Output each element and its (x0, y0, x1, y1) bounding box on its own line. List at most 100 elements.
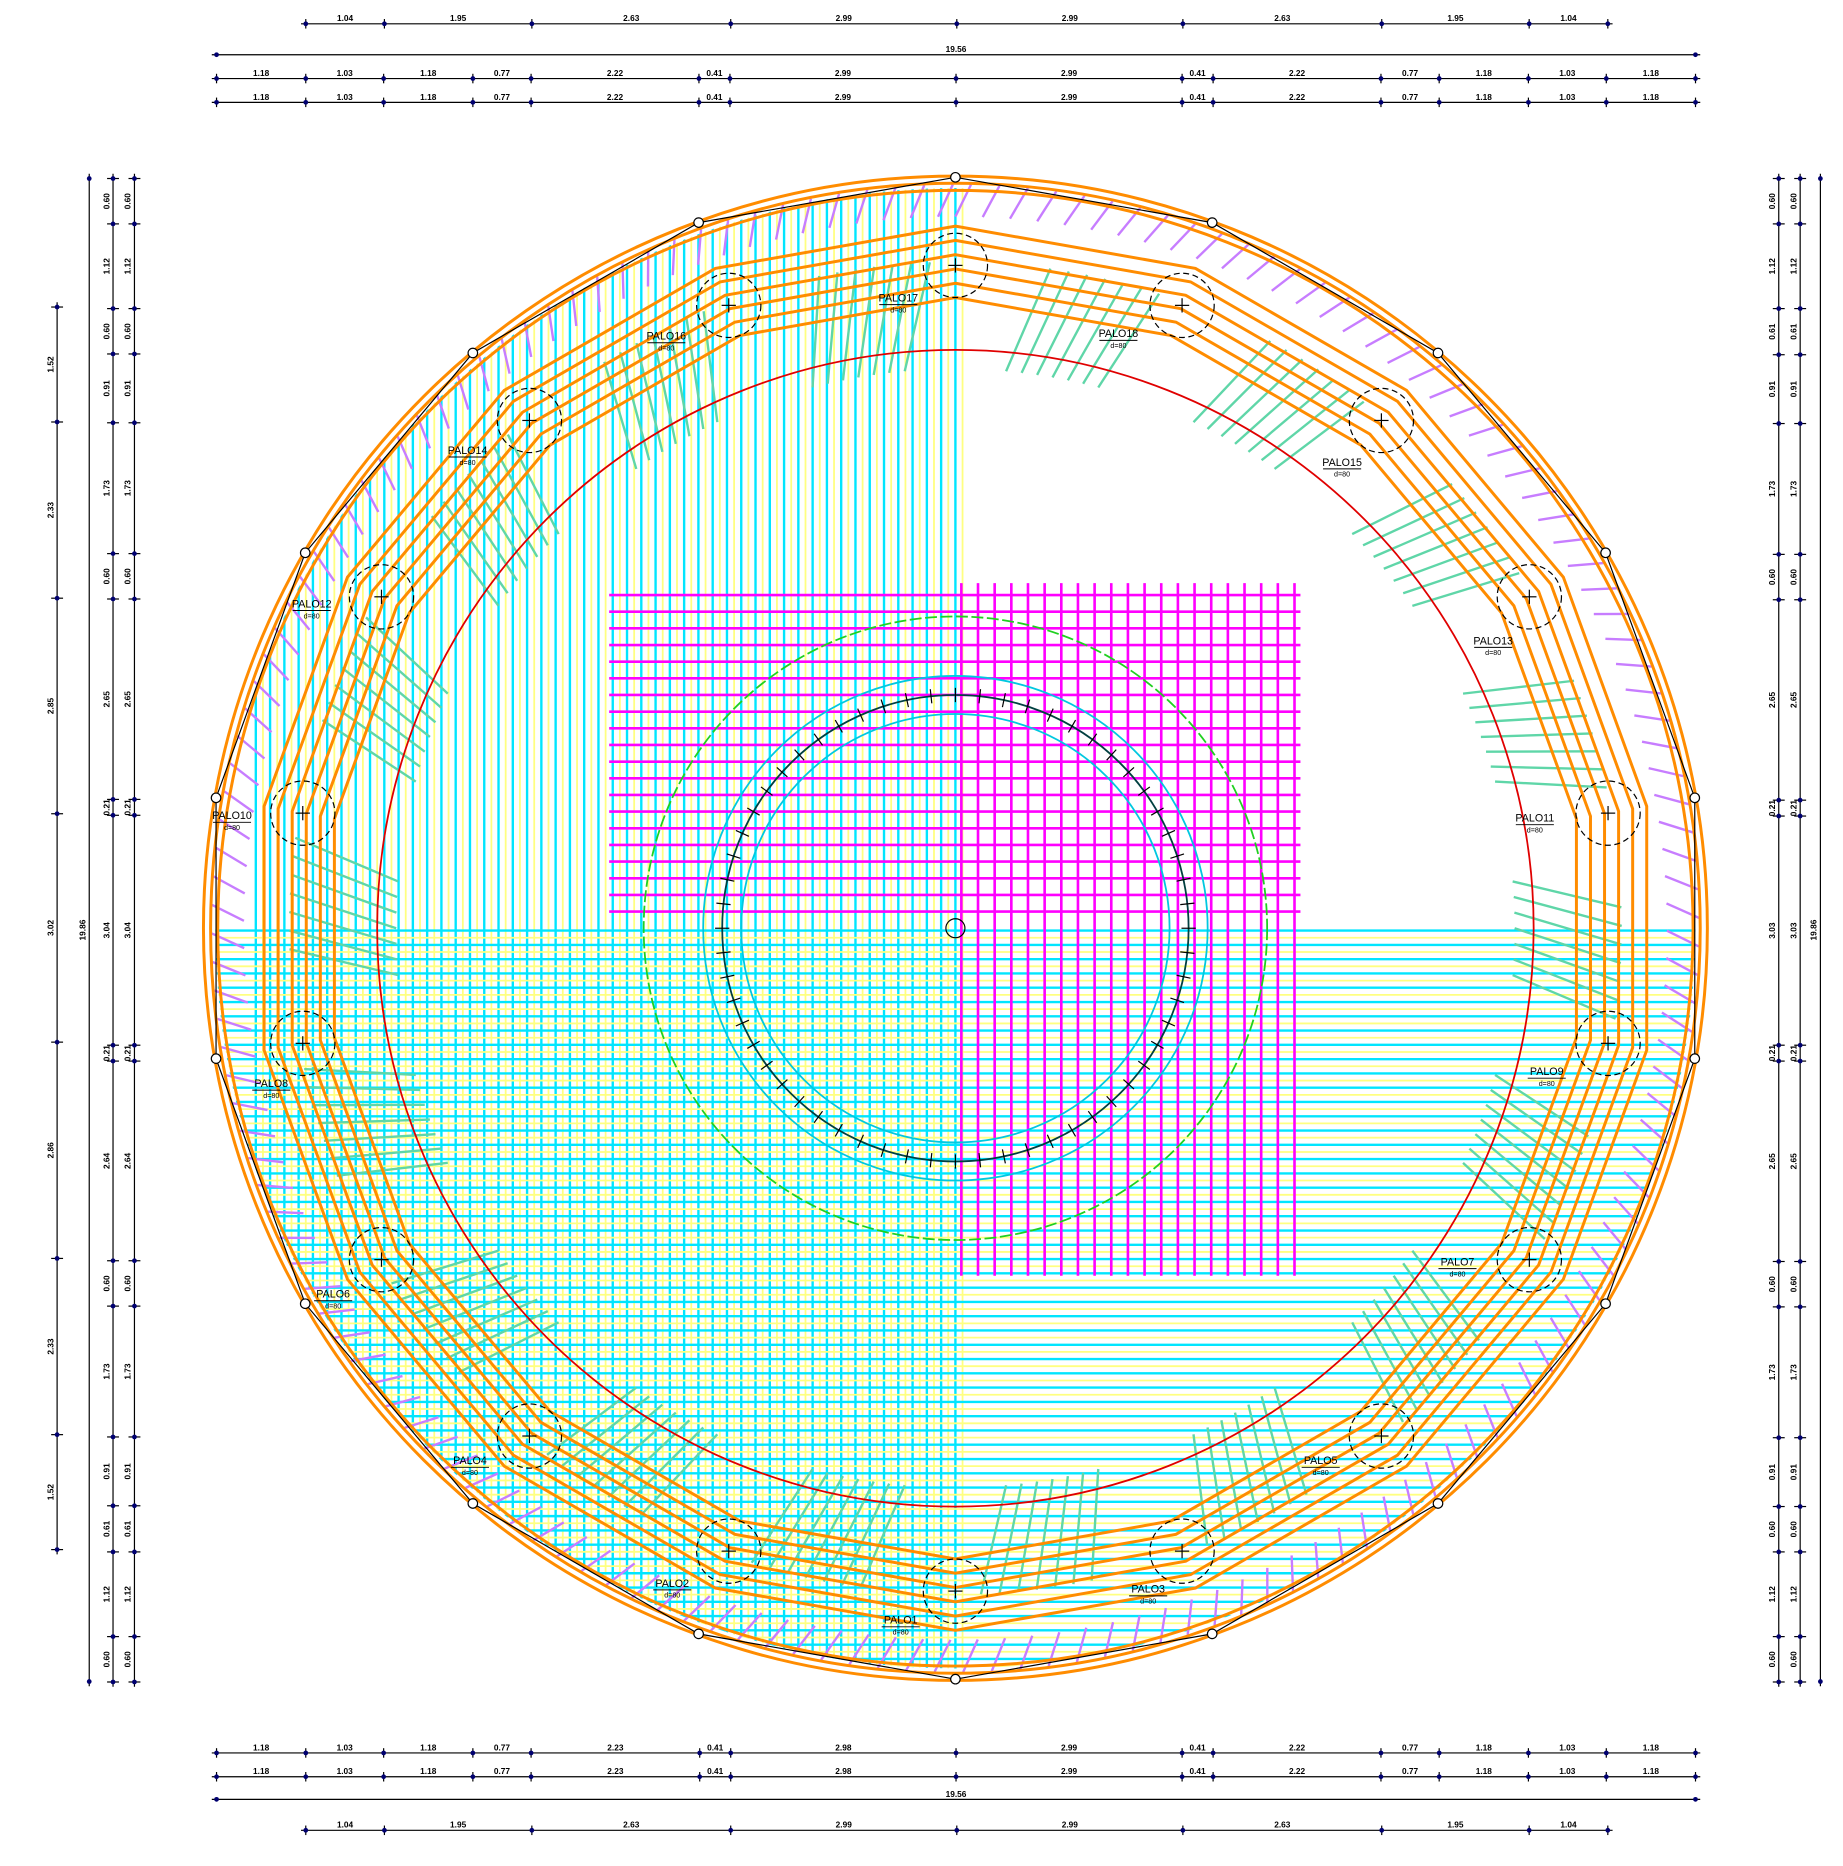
core-tick (1161, 829, 1176, 837)
dim-label: 0.41 (706, 68, 723, 78)
dim-dot (727, 76, 733, 81)
core-tick (1170, 997, 1185, 1004)
dim-label: 2.99 (1061, 1766, 1078, 1776)
dim-dot (1379, 21, 1385, 27)
dim-dot (1776, 1259, 1782, 1264)
dim-label: 1.12 (1767, 1586, 1777, 1603)
core-tick (1150, 807, 1164, 816)
pile (1496, 1226, 1563, 1293)
pile (496, 387, 563, 454)
dim-dot (529, 1827, 535, 1833)
core-tick (760, 786, 773, 796)
dim-dot (132, 176, 137, 181)
core-tick (1106, 749, 1117, 761)
dim-dot (470, 1750, 476, 1756)
dim-label: 2.86 (45, 1142, 55, 1159)
dim-label: 0.91 (123, 380, 133, 397)
pile-note: d=80 (263, 1092, 279, 1100)
dim-label: 1.18 (1476, 68, 1493, 78)
dim-label: 2.23 (607, 1766, 624, 1776)
pile-label: PALO8 (254, 1078, 288, 1090)
dim-label: 0.60 (1788, 193, 1798, 210)
pile (696, 272, 762, 339)
radial-bar (1468, 1147, 1555, 1224)
dim-label: 2.65 (1788, 1153, 1798, 1170)
dim-dot (54, 1039, 60, 1045)
dim-dot (1776, 1634, 1782, 1639)
dim-dot (1436, 99, 1442, 105)
dim-label: 2.65 (1788, 691, 1798, 708)
dim-dot (110, 1258, 116, 1264)
pile-note: d=80 (304, 612, 320, 620)
dim-dot (132, 1258, 137, 1264)
dim-dot (110, 797, 116, 802)
dim-dot (381, 1774, 387, 1780)
core-tick (726, 997, 741, 1004)
radial-bar (1513, 958, 1619, 1002)
dim-dot (1693, 52, 1698, 58)
dim-dot (528, 1750, 534, 1756)
cyan-circle (702, 675, 1209, 1182)
dim-label: 2.65 (1767, 1153, 1777, 1170)
dim-label: 2.65 (1767, 691, 1777, 708)
dim-dot (54, 1256, 60, 1261)
pile-label: PALO10 (212, 810, 252, 822)
dim-label: 0.41 (707, 1742, 724, 1752)
pile-label: PALO18 (1099, 328, 1139, 340)
dim-label: 1.95 (450, 13, 467, 23)
vertex-marker (1206, 217, 1218, 228)
pile-note: d=80 (224, 824, 240, 832)
dim-label: 2.22 (1289, 92, 1306, 102)
dim-label: 0.21 (1788, 800, 1798, 817)
dim-dot (132, 1549, 137, 1555)
pile-note: d=80 (1140, 1598, 1156, 1606)
vertex-marker (467, 1498, 479, 1509)
pile (1348, 1403, 1415, 1469)
dim-label: 1.73 (1788, 1364, 1798, 1381)
core-tick (978, 1153, 982, 1168)
dim-dot (1179, 76, 1185, 81)
radial-bar (1512, 973, 1616, 1020)
dim-label: 0.21 (1788, 1045, 1798, 1062)
dim-label: 19.56 (946, 1789, 967, 1799)
dim-dot (110, 1679, 116, 1685)
dim-label: 2.22 (1289, 1742, 1306, 1752)
dim-label: 0.41 (1190, 68, 1207, 78)
pile (1496, 564, 1563, 630)
dim-dot (528, 1774, 534, 1780)
dim-label: 0.77 (494, 92, 511, 102)
dim-dot (1210, 1750, 1216, 1756)
core-tick (746, 1040, 760, 1049)
dim-dot (1776, 1058, 1782, 1064)
radial-bar (1220, 1420, 1243, 1531)
dim-label: 2.99 (836, 1820, 853, 1830)
dim-dot (1526, 76, 1531, 81)
ring-bar (276, 238, 1635, 1618)
dim-label: 1.04 (1560, 13, 1577, 23)
dim-dot (1797, 1549, 1803, 1555)
dim-label: 2.64 (123, 1152, 133, 1169)
pile-label: PALO16 (646, 331, 686, 343)
dim-label: 0.77 (1402, 92, 1419, 102)
radial-bar (356, 633, 443, 709)
radial-bar (1273, 400, 1365, 470)
dim-dot (1797, 421, 1803, 426)
radial-bar (561, 1395, 650, 1467)
dim-label: 1.18 (1643, 1742, 1660, 1752)
dim-label: 1.18 (253, 68, 270, 78)
vertex-marker (1432, 347, 1444, 359)
dim-dot (1605, 21, 1611, 27)
dim-label: 0.60 (101, 323, 111, 340)
dim-dot (1603, 1750, 1609, 1756)
dim-dot (1603, 1774, 1609, 1780)
dim-dot (54, 811, 60, 817)
radial-bar (1402, 556, 1510, 595)
pile (696, 1518, 762, 1584)
dim-dot (1379, 1827, 1385, 1833)
dim-dot (728, 21, 734, 27)
pile-label: PALO14 (448, 445, 488, 457)
dim-dot (1210, 76, 1216, 81)
radial-bar (1082, 287, 1143, 385)
dim-dot (214, 52, 219, 58)
dim-dot (697, 1750, 703, 1756)
